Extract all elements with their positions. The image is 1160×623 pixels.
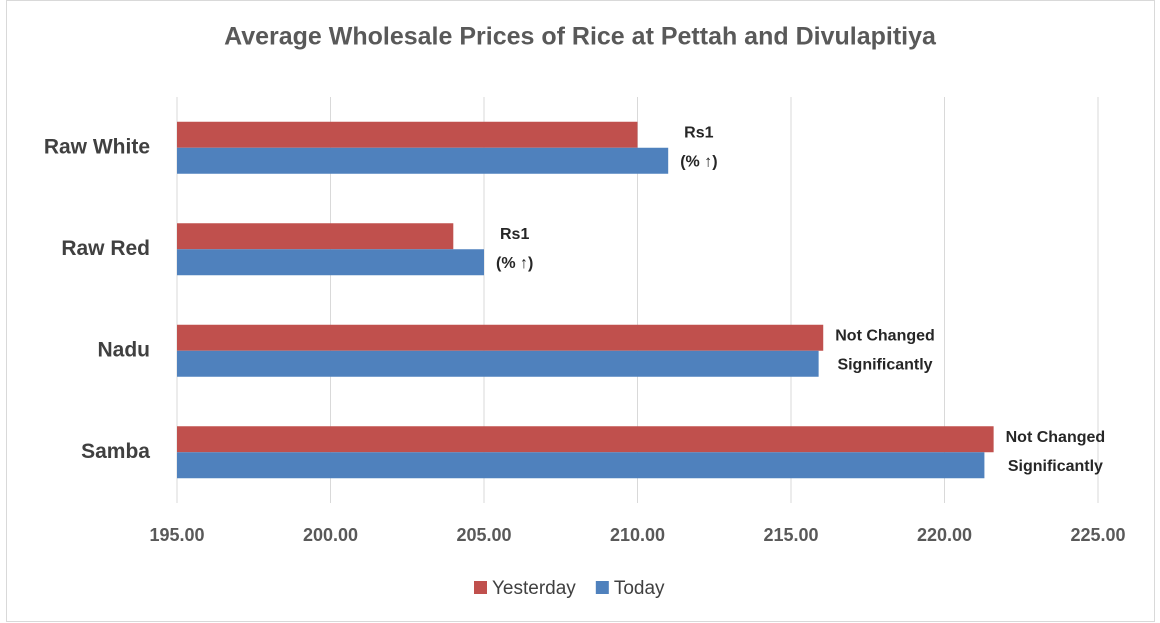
bar xyxy=(177,147,669,174)
bar xyxy=(177,121,638,148)
annotation: (% ↑) xyxy=(496,255,533,272)
x-tick-label: 220.00 xyxy=(917,525,972,545)
x-tick-label: 215.00 xyxy=(763,525,818,545)
x-tick-label: 210.00 xyxy=(610,525,665,545)
annotation: Not Changed xyxy=(1006,429,1106,446)
legend-label: Yesterday xyxy=(492,578,576,599)
bar xyxy=(177,452,985,479)
bar xyxy=(177,350,819,377)
bar xyxy=(177,426,994,453)
y-tick-label: Samba xyxy=(81,440,150,463)
chart-title: Average Wholesale Prices of Rice at Pett… xyxy=(224,23,937,51)
bar xyxy=(177,324,824,351)
y-tick-label: Nadu xyxy=(98,338,151,361)
x-tick-label: 200.00 xyxy=(303,525,358,545)
annotation: Significantly xyxy=(1008,458,1103,475)
annotation: Rs1 xyxy=(684,124,713,141)
annotation: Not Changed xyxy=(835,327,935,344)
y-tick-label: Raw White xyxy=(44,135,150,158)
y-tick-label: Raw Red xyxy=(61,237,150,260)
legend-swatch xyxy=(595,581,609,594)
chart-frame xyxy=(6,0,1155,622)
annotation: Significantly xyxy=(837,356,932,373)
bar xyxy=(177,249,484,276)
annotation: Rs1 xyxy=(500,226,529,243)
x-tick-label: 225.00 xyxy=(1070,525,1125,545)
legend-label: Today xyxy=(614,578,665,599)
legend-swatch xyxy=(474,581,487,594)
bar xyxy=(177,223,454,250)
x-tick-label: 205.00 xyxy=(456,525,511,545)
annotation: (% ↑) xyxy=(680,153,717,170)
x-tick-label: 195.00 xyxy=(149,525,204,545)
